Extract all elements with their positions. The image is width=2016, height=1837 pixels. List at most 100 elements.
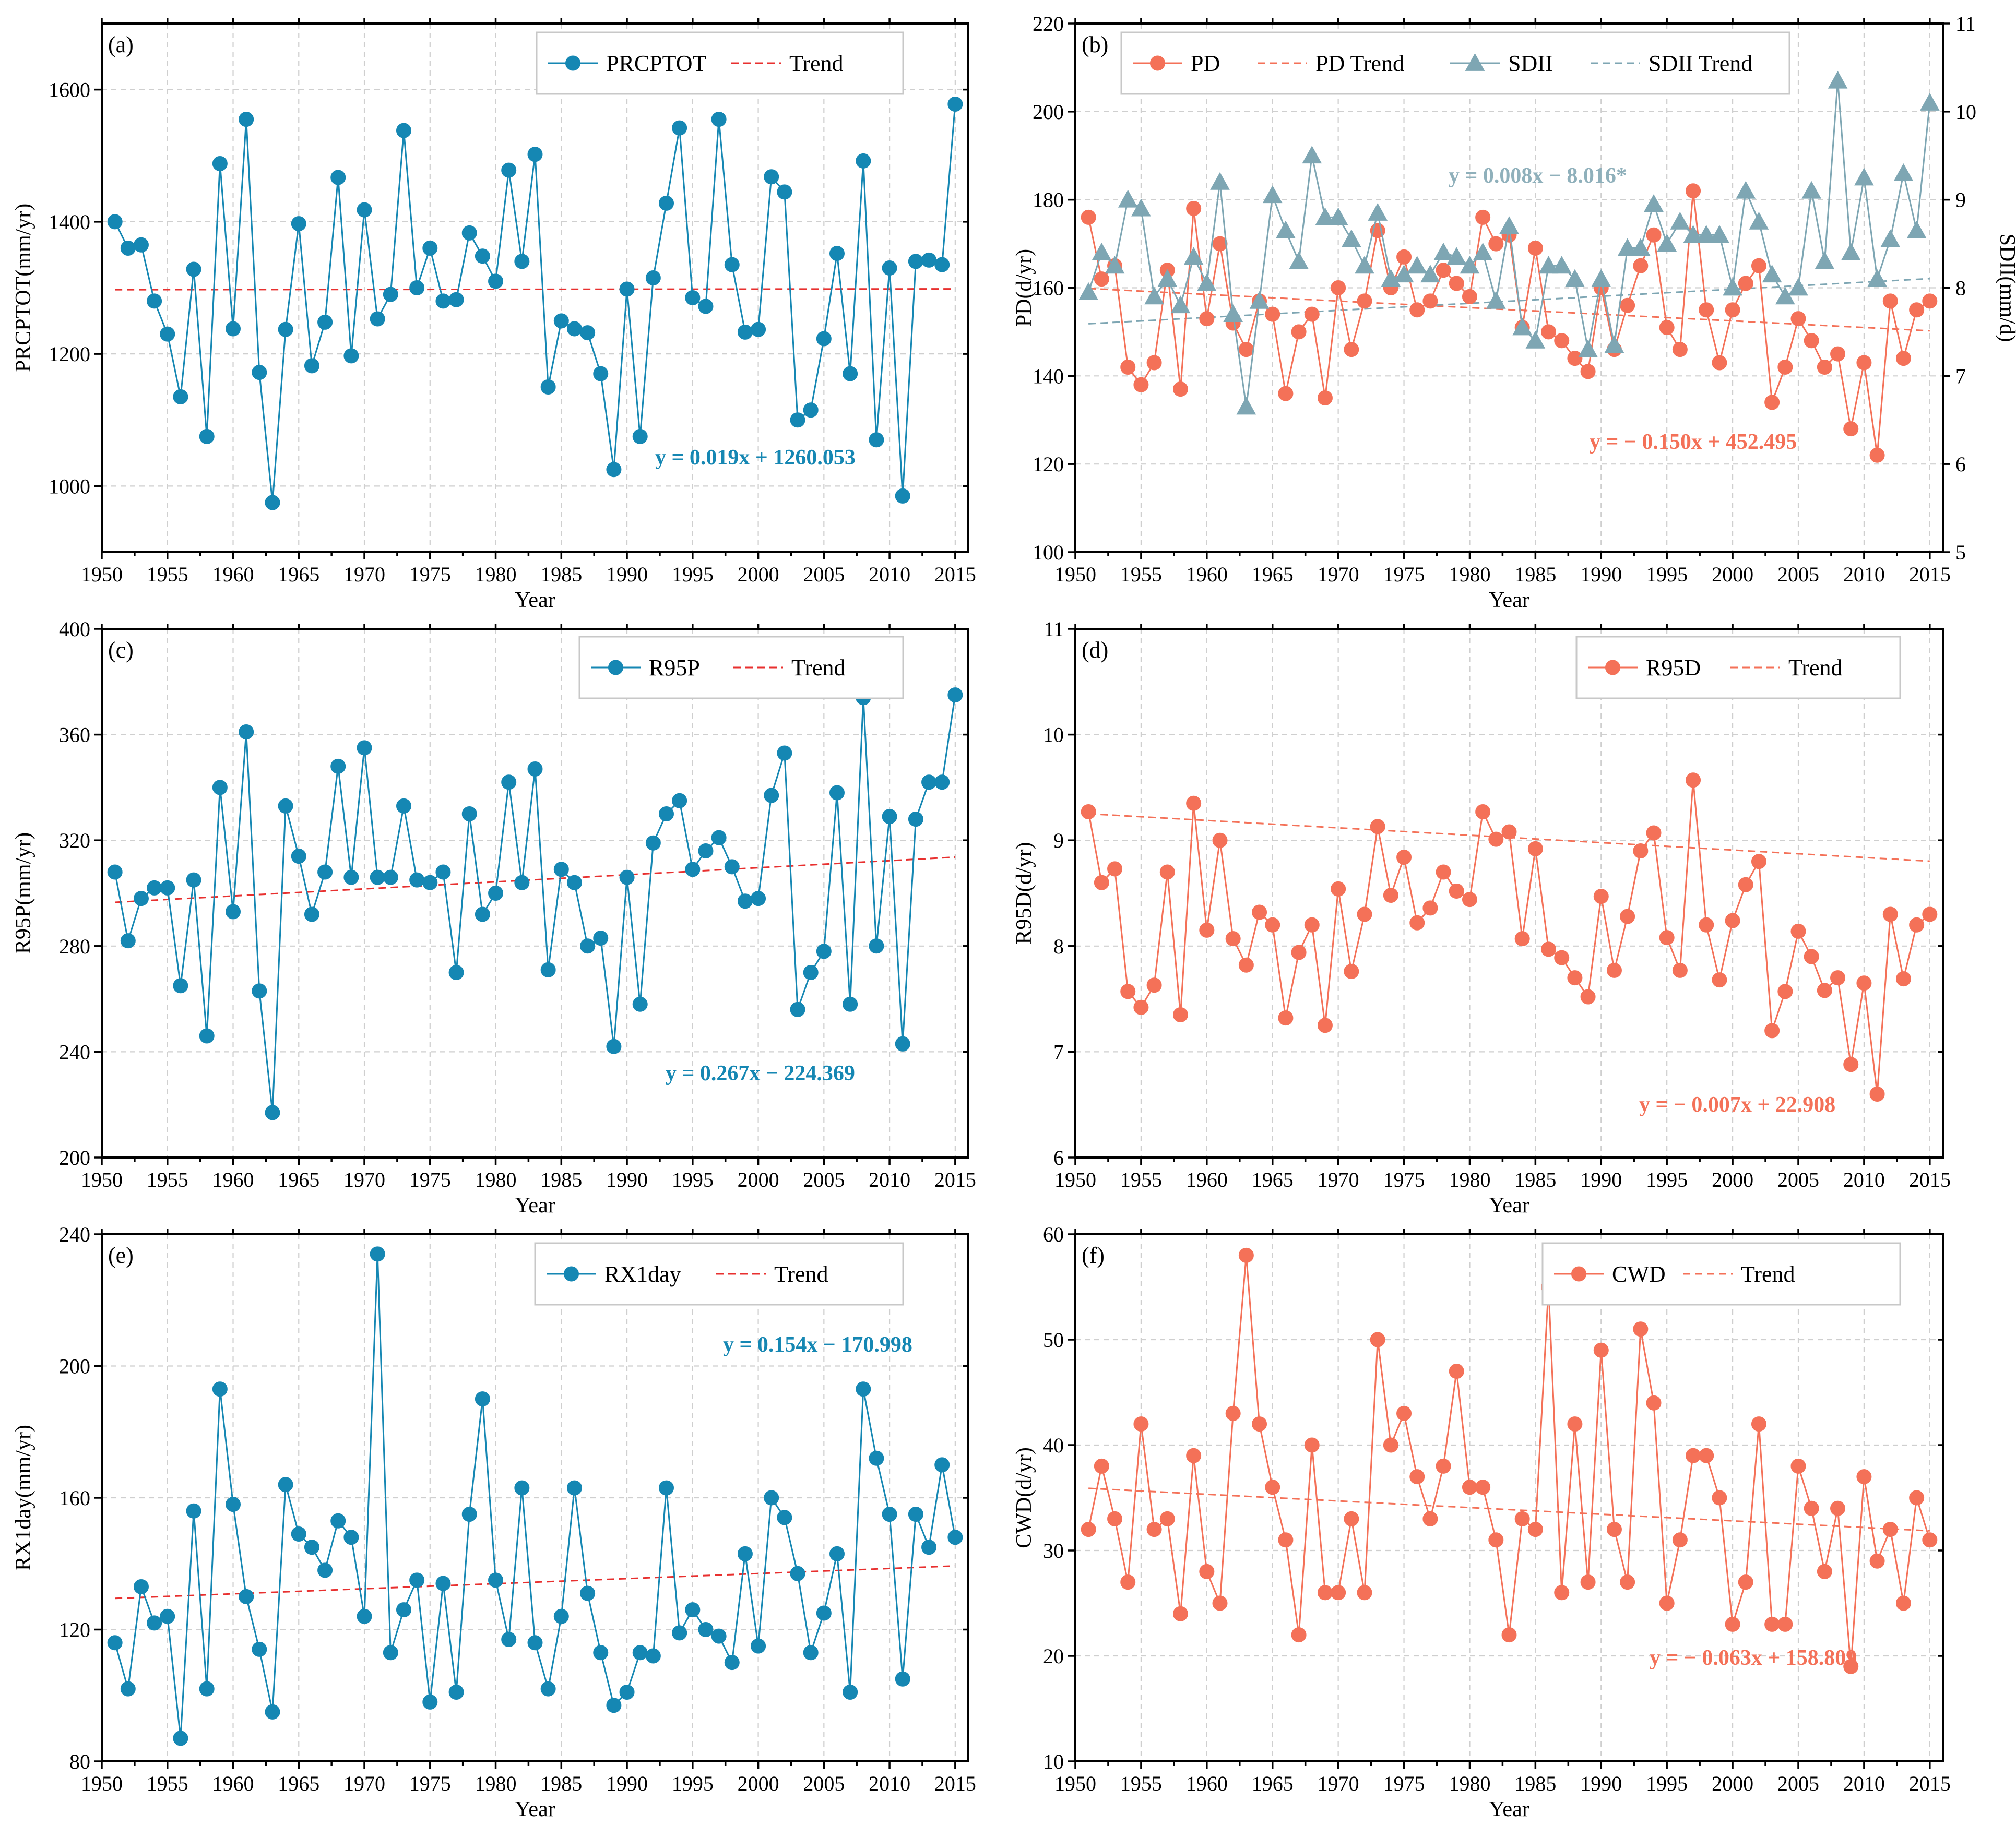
y-axis-label: CWD(d/yr) — [1012, 1447, 1036, 1548]
data-point — [1554, 950, 1570, 965]
x-tick-label: 1950 — [81, 563, 123, 586]
x-tick-label: 1975 — [409, 563, 451, 586]
data-point — [803, 1645, 819, 1661]
data-point — [1265, 306, 1280, 322]
x-axis-label: Year — [1489, 1797, 1529, 1821]
data-point — [1278, 386, 1294, 401]
data-point — [1238, 957, 1254, 973]
data-point — [1895, 971, 1911, 987]
x-tick-label: 1980 — [1449, 563, 1490, 586]
data-point — [1633, 1321, 1649, 1337]
data-point — [133, 1579, 149, 1594]
data-point — [1118, 189, 1138, 208]
data-point — [1107, 861, 1123, 877]
x-tick-label: 1970 — [343, 563, 385, 586]
x-tick-label: 1995 — [1646, 563, 1688, 586]
y-tick-label: 180 — [1033, 188, 1064, 212]
data-point — [1830, 346, 1846, 362]
legend-label: Trend — [789, 51, 844, 76]
x-tick-label: 1960 — [1186, 1168, 1228, 1191]
data-point — [685, 1602, 701, 1618]
data-point — [1580, 1574, 1596, 1590]
data-point — [1252, 904, 1267, 920]
data-point — [1591, 269, 1611, 287]
data-point — [252, 365, 267, 380]
data-point — [843, 1684, 858, 1700]
x-tick-label: 1950 — [81, 1772, 123, 1795]
data-point — [947, 1530, 963, 1545]
data-point — [147, 1615, 162, 1631]
data-point — [1462, 1480, 1477, 1495]
data-point — [252, 1641, 267, 1657]
x-tick-label: 2000 — [738, 1168, 779, 1191]
data-point — [1686, 1448, 1701, 1463]
legend-marker — [564, 1266, 579, 1282]
data-point — [1107, 1511, 1123, 1526]
x-tick-label: 1965 — [1252, 563, 1294, 586]
y-right-axis-label: SDII(mm/d) — [1995, 234, 2016, 342]
data-point — [1790, 311, 1806, 327]
data-point — [199, 1681, 215, 1697]
data-point — [1620, 297, 1635, 313]
x-tick-label: 2000 — [738, 1772, 779, 1795]
data-point — [1764, 1023, 1780, 1039]
data-point — [540, 962, 556, 977]
data-point — [1436, 1458, 1451, 1474]
data-point — [1843, 1057, 1859, 1072]
data-point — [1081, 804, 1096, 819]
y-tick-label: 120 — [59, 1618, 90, 1642]
data-point — [1317, 390, 1333, 406]
data-point — [829, 785, 845, 801]
data-point — [816, 331, 832, 347]
data-point — [1331, 881, 1346, 897]
data-point — [173, 389, 188, 404]
data-point — [1396, 249, 1412, 265]
data-point — [934, 1457, 950, 1473]
data-point — [475, 248, 490, 264]
trend-line-pd — [1088, 288, 1930, 332]
data-point — [1131, 198, 1151, 217]
y-right-tick-label: 10 — [1955, 100, 1976, 124]
data-point — [1344, 1511, 1359, 1526]
x-tick-label: 1980 — [1449, 1168, 1490, 1191]
data-point — [448, 292, 464, 307]
data-point — [659, 806, 674, 822]
data-point — [1422, 293, 1438, 309]
data-point — [1815, 251, 1835, 269]
plot-frame — [1074, 628, 1944, 1159]
data-point — [1486, 291, 1506, 309]
trend-equation: y = − 0.007x + 22.908 — [1639, 1093, 1835, 1117]
data-point — [1712, 972, 1727, 988]
legend-label: SDII Trend — [1649, 51, 1752, 76]
y-tick-label: 1000 — [49, 474, 90, 498]
x-tick-label: 1960 — [212, 1168, 254, 1191]
data-point — [1514, 1511, 1530, 1526]
data-point — [173, 1731, 188, 1746]
x-tick-label: 2005 — [1777, 1168, 1819, 1191]
panel-label: (a) — [108, 32, 134, 57]
panel-label: (e) — [108, 1243, 134, 1268]
data-point — [1817, 1564, 1832, 1579]
panel-e: 1950 1955 1960 1965 1970 1975 1980 1985 1990 1995… — [11, 1223, 976, 1821]
data-point — [1409, 1469, 1425, 1485]
y-tick-label: 160 — [1033, 277, 1064, 300]
data-point — [304, 1540, 319, 1555]
data-point — [1331, 1585, 1346, 1601]
data-point — [501, 162, 517, 178]
x-axis-label: Year — [515, 588, 555, 612]
data-point — [1449, 276, 1464, 291]
data-point — [1186, 201, 1202, 217]
data-point — [1475, 804, 1491, 819]
legend-label: PD — [1191, 51, 1220, 76]
x-tick-label: 2010 — [869, 563, 910, 586]
data-point — [737, 324, 753, 340]
data-point — [252, 983, 267, 999]
panel-d: 1950 1955 1960 1965 1970 1975 1980 1985 1990 1995… — [1012, 617, 1951, 1218]
data-point — [1906, 220, 1927, 238]
data-point — [1751, 1416, 1766, 1432]
data-point — [357, 1608, 372, 1624]
data-point — [1856, 1469, 1872, 1485]
y-tick-label: 8 — [1053, 935, 1064, 958]
data-point — [1291, 1627, 1307, 1643]
x-tick-label: 1985 — [540, 1772, 582, 1795]
